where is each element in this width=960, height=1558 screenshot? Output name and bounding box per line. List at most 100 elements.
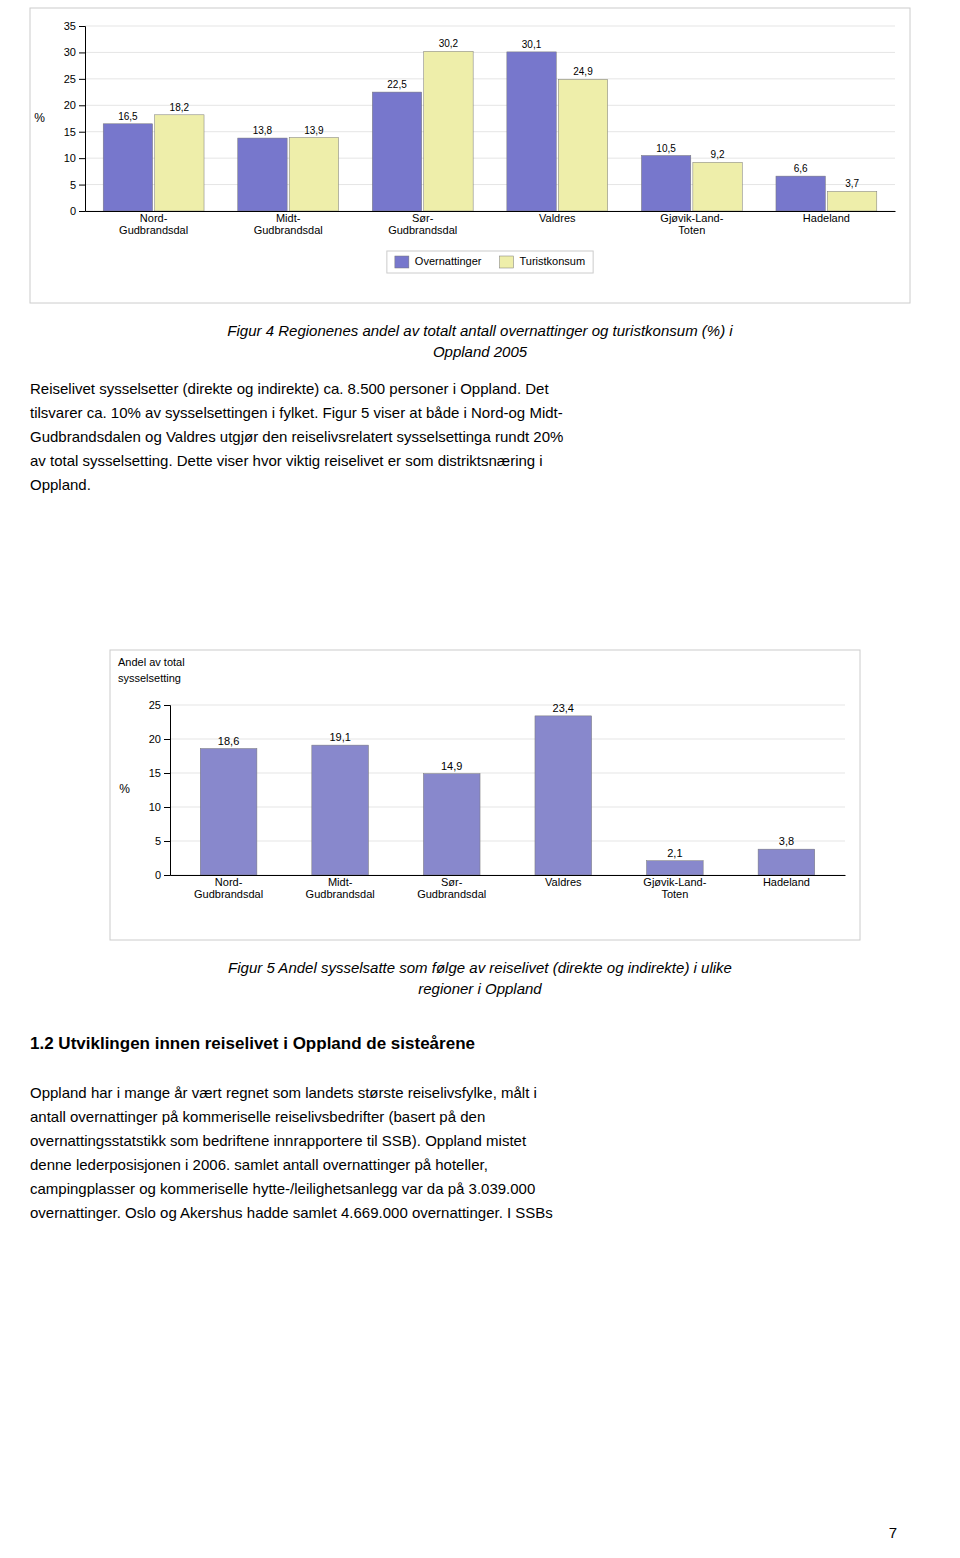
tick-label-line: Gjøvik-Land- <box>660 212 723 224</box>
bar <box>641 156 690 212</box>
caption: Figur 5 Andel sysselsatte som følge av r… <box>228 959 732 976</box>
legend: OvernattingerTuristkonsum <box>387 251 593 273</box>
tick-mark <box>164 841 170 842</box>
x-tick: Midt-Gudbrandsdal <box>306 876 375 901</box>
bar <box>423 774 480 875</box>
data-label: 2,1 <box>667 847 682 859</box>
tick-label: 20 <box>64 99 76 111</box>
caption: Figur 4 Regionenes andel av totalt antal… <box>227 322 733 339</box>
caption: regioner i Oppland <box>418 980 542 997</box>
tick-label: Valdres <box>545 876 582 888</box>
axis-line <box>164 706 171 876</box>
tick-label: 30 <box>64 46 76 58</box>
tick-label: Nord-Gudbrandsdal <box>119 212 188 237</box>
bar <box>312 745 369 875</box>
grid-line <box>85 26 895 27</box>
tick-label: 25 <box>64 73 76 85</box>
y-axis: 0510152025 <box>149 699 171 881</box>
tick-mark <box>79 105 85 106</box>
grid-line <box>170 739 845 740</box>
tick-label: 0 <box>70 205 76 217</box>
data-label: 13,9 <box>304 125 324 136</box>
y-axis: 05101520253035 <box>64 20 86 217</box>
tick-label-line: Sør- <box>412 212 434 224</box>
tick-label: Hadeland <box>763 876 810 888</box>
bar <box>507 52 556 211</box>
bars <box>103 51 877 211</box>
y-tick: 10 <box>64 152 85 164</box>
data-label: 9,2 <box>711 149 725 160</box>
data-label: 30,2 <box>439 38 459 49</box>
bar <box>238 138 287 211</box>
tick-label: Valdres <box>539 212 576 224</box>
tick-label-line: Nord- <box>140 212 168 224</box>
bar <box>535 716 592 875</box>
grid-line <box>170 705 845 706</box>
tick-label: 10 <box>64 152 76 164</box>
y-tick: 0 <box>155 869 170 881</box>
tick-mark <box>79 158 85 159</box>
tick-label: 10 <box>149 801 161 813</box>
bar <box>827 191 876 211</box>
page: 05101520253035Nord-GudbrandsdalMidt-Gudb… <box>0 0 960 1558</box>
grid-line <box>85 52 895 53</box>
x-tick: Valdres <box>539 212 576 224</box>
tick-label: Hadeland <box>803 212 850 224</box>
y-tick: 15 <box>149 767 170 779</box>
data-label: 3,7 <box>845 178 859 189</box>
data-labels: 16,513,822,530,110,56,618,213,930,224,99… <box>118 38 859 189</box>
tick-label-line: Valdres <box>539 212 576 224</box>
y-tick: 10 <box>149 801 170 813</box>
body-text: overnattingsstatstikk som bedriftene inn… <box>30 1132 527 1149</box>
x-tick: Hadeland <box>803 212 850 224</box>
tick-label-line: Midt- <box>328 876 353 888</box>
data-label: 24,9 <box>573 66 593 77</box>
bar <box>289 138 338 211</box>
tick-label-line: Gudbrandsdal <box>417 888 486 900</box>
grid-line <box>170 841 845 842</box>
bar <box>200 749 257 875</box>
tick-label-line: Hadeland <box>763 876 810 888</box>
x-tick: Sør-Gudbrandsdal <box>388 212 457 237</box>
tick-label-line: Gudbrandsdal <box>119 224 188 236</box>
body-text: campingplasser og kommeriselle hytte-/le… <box>30 1180 535 1197</box>
bar <box>424 51 473 211</box>
y-axis-title: % <box>34 111 45 125</box>
tick-label: Nord-Gudbrandsdal <box>194 876 263 901</box>
x-tick: Nord-Gudbrandsdal <box>194 876 263 901</box>
tick-mark <box>164 739 170 740</box>
y-tick: 0 <box>70 205 85 217</box>
bar <box>155 115 204 211</box>
heading: 1.2 Utviklingen innen reiselivet i Oppla… <box>30 1034 475 1053</box>
body-text: denne lederposisjonen i 2006. samlet ant… <box>30 1156 488 1173</box>
grid-line <box>170 875 845 876</box>
axis-line <box>79 27 86 212</box>
grid <box>85 26 895 211</box>
bar <box>776 176 825 211</box>
legend-swatch <box>500 256 514 268</box>
y-tick: 25 <box>149 699 170 711</box>
tick-label-line: Midt- <box>276 212 301 224</box>
grid-line <box>85 211 895 212</box>
tick-mark <box>164 705 170 706</box>
tick-label: 20 <box>149 733 161 745</box>
legend-label: Turistkonsum <box>520 255 586 267</box>
axis-line <box>171 875 846 876</box>
tick-label: Sør-Gudbrandsdal <box>388 212 457 237</box>
tick-mark <box>164 875 170 876</box>
grid-line <box>85 78 895 79</box>
x-tick: Nord-Gudbrandsdal <box>119 212 188 237</box>
y-tick: 25 <box>64 73 85 85</box>
grid-line <box>85 131 895 132</box>
y-tick: 15 <box>64 126 85 138</box>
tick-mark <box>79 132 85 133</box>
grid-line <box>85 158 895 159</box>
bar <box>372 92 421 211</box>
annotation: Andel av total <box>118 656 185 668</box>
chart: 0510152025Nord-GudbrandsdalMidt-Gudbrand… <box>119 699 845 900</box>
bar <box>758 849 815 875</box>
axis-line <box>86 211 896 212</box>
page-number: 7 <box>889 1524 897 1541</box>
x-tick: Hadeland <box>763 876 810 888</box>
tick-mark <box>164 773 170 774</box>
